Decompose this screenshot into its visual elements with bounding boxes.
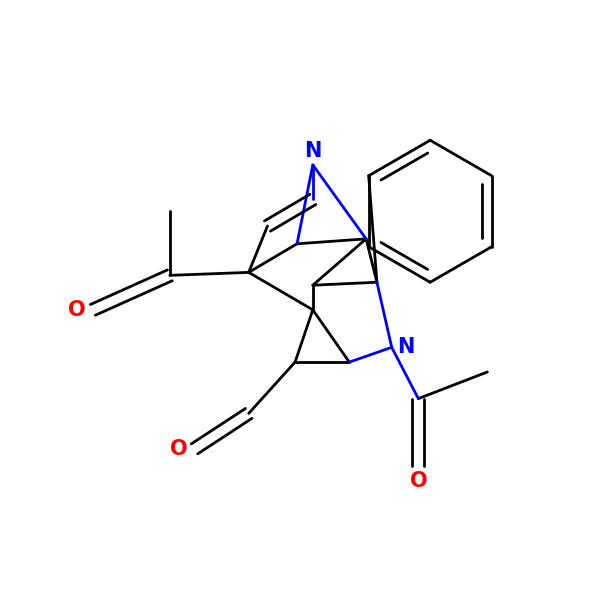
Text: O: O [68,300,86,320]
Text: O: O [410,472,427,491]
Text: N: N [304,141,322,161]
Text: O: O [170,439,188,459]
Text: N: N [397,337,414,358]
